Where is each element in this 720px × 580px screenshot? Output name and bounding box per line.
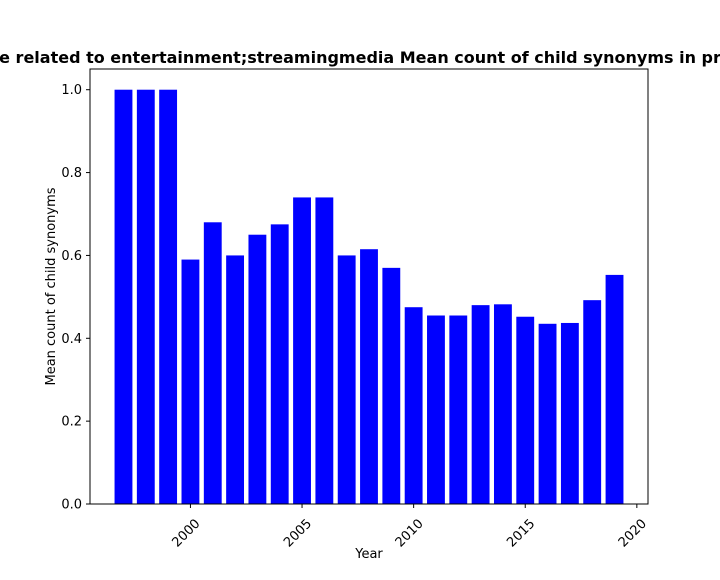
bar-1999	[159, 89, 178, 505]
y-axis-label: Mean count of child synonyms	[44, 187, 59, 385]
plot-frame	[89, 68, 649, 505]
bar-2019	[605, 274, 624, 504]
x-tick-label: 2005	[281, 516, 315, 550]
bar-2003	[248, 234, 267, 504]
y-tick-label: 1.0	[61, 83, 82, 98]
bar-2010	[404, 307, 423, 504]
y-tick-label: 0.2	[61, 415, 82, 430]
bar-2000	[181, 259, 200, 504]
bar-2017	[560, 322, 579, 504]
bar-2002	[226, 255, 245, 504]
chart-title: e related to entertainment;streamingmedi…	[0, 48, 720, 67]
bar-2012	[449, 315, 468, 504]
y-tick-label: 0.6	[61, 249, 82, 264]
x-tick-label: 2010	[393, 516, 427, 550]
bar-2007	[337, 255, 356, 504]
y-tick-label: 0.4	[61, 332, 82, 347]
bar-2001	[203, 222, 222, 505]
x-tick-label: 2015	[504, 516, 538, 550]
bar-2009	[382, 267, 401, 504]
bar-2005	[293, 197, 311, 504]
bar-2011	[427, 315, 445, 504]
bar-1998	[136, 89, 155, 505]
bar-2018	[583, 300, 602, 504]
bars-layer	[114, 89, 624, 505]
bar-2014	[493, 304, 512, 504]
bar-2013	[471, 305, 490, 504]
x-tick-label: 2020	[616, 516, 650, 550]
bar-2016	[538, 323, 557, 504]
bar-1997	[114, 89, 133, 505]
bar-2008	[360, 249, 378, 504]
bar-2004	[270, 224, 289, 505]
x-axis-ticks: 2000 2005 2010 2015 2020	[169, 504, 650, 550]
y-tick-label: 0.0	[61, 498, 82, 513]
x-axis-label: Year	[354, 547, 383, 562]
bar-2006	[315, 197, 334, 504]
y-axis-ticks: 0.0 0.2 0.4 0.6 0.8 1.0	[61, 83, 90, 513]
y-tick-label: 0.8	[61, 166, 82, 181]
bar-2015	[516, 316, 535, 504]
x-tick-label: 2000	[169, 516, 203, 550]
